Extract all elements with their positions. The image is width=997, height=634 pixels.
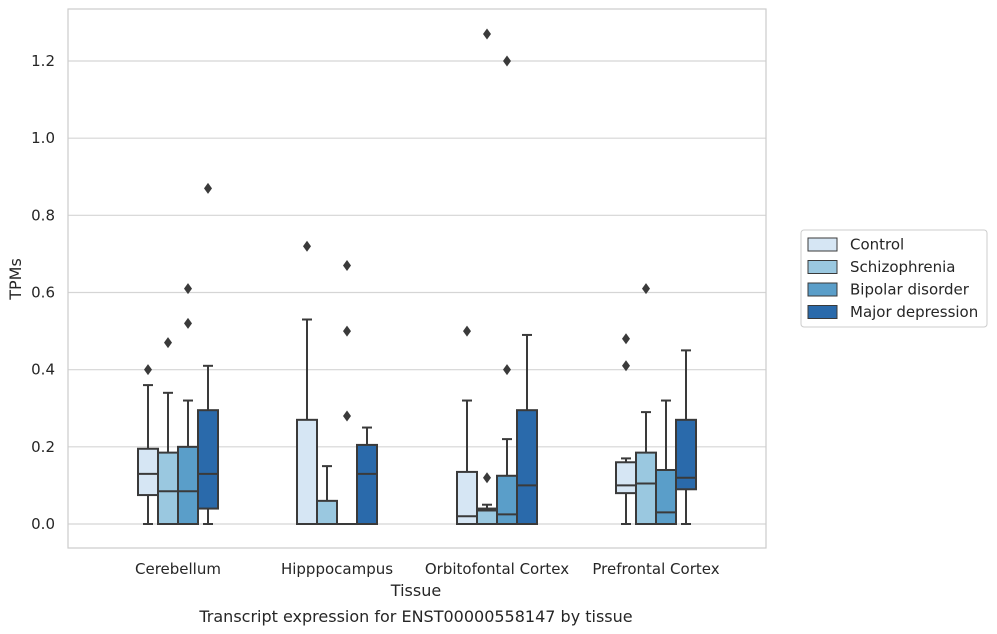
outlier-point (622, 360, 630, 372)
box-bipolar-disorder (655, 399, 677, 526)
x-axis-ticks: Cerebellum Hipppocampus Orbitofontal Corte… (135, 560, 720, 578)
legend-label: Bipolar disorder (850, 281, 970, 299)
y-tick-label: 0.8 (31, 206, 55, 224)
box-major-depression (675, 349, 697, 525)
box-control (456, 325, 478, 526)
box-control (615, 333, 637, 525)
box-schizophrenia (157, 337, 179, 525)
outlier-point (184, 317, 192, 329)
box-schizophrenia (316, 465, 338, 526)
legend-swatch (807, 305, 838, 319)
box-body (456, 470, 478, 526)
y-axis-label: TPMs (6, 258, 25, 301)
box-major-depression (197, 182, 219, 525)
x-tick-label: Orbitofontal Cortex (425, 560, 569, 578)
x-tick-label: Prefrontal Cortex (592, 560, 719, 578)
box-body (615, 461, 637, 495)
y-tick-label: 0.2 (31, 438, 55, 456)
outlier-point (463, 325, 471, 337)
y-tick-label: 0.6 (31, 284, 55, 302)
outlier-point (343, 410, 351, 422)
legend-swatch (807, 237, 838, 252)
outlier-point (622, 333, 630, 345)
legend-label: Control (850, 236, 904, 254)
y-tick-label: 1.0 (31, 129, 55, 147)
box-control (137, 364, 159, 525)
y-tick-label: 0.0 (31, 515, 55, 533)
box-schizophrenia (635, 283, 657, 525)
plot-frame (67, 8, 767, 549)
chart-caption: Transcript expression for ENST0000055814… (198, 607, 632, 626)
outlier-point (303, 240, 311, 252)
box-body (655, 468, 677, 526)
box-bipolar-disorder (496, 55, 518, 526)
legend: Control Schizophrenia Bipolar disorder Majo… (800, 229, 988, 328)
box-bipolar-disorder (336, 259, 358, 526)
outlier-point (184, 283, 192, 295)
x-tick-label: Cerebellum (135, 560, 221, 578)
box-control (296, 240, 318, 526)
legend-swatch (807, 260, 838, 274)
x-tick-label: Hipppocampus (281, 560, 393, 578)
box-major-depression (516, 333, 538, 525)
legend-label: Major depression (850, 303, 978, 321)
outlier-point (204, 182, 212, 194)
outlier-point (642, 283, 650, 295)
outlier-point (343, 325, 351, 337)
box-body (635, 451, 657, 525)
y-axis-ticks: 0.0 0.2 0.4 0.6 0.8 1.0 1.2 (31, 52, 55, 533)
x-axis-label: Tissue (390, 581, 441, 600)
box-body (157, 451, 179, 525)
box-schizophrenia (476, 28, 498, 526)
legend-label: Schizophrenia (850, 258, 955, 276)
outlier-point (503, 364, 511, 376)
box-bipolar-disorder (177, 283, 199, 526)
plot-area (137, 28, 697, 526)
legend-frame (800, 229, 988, 328)
box-body (177, 445, 199, 526)
box-body (296, 418, 318, 526)
outlier-point (343, 259, 351, 271)
box-body (197, 409, 219, 510)
outlier-point (483, 472, 491, 484)
box-body (516, 409, 538, 525)
outlier-point (164, 337, 172, 349)
y-tick-label: 0.4 (31, 361, 55, 379)
box-body (316, 499, 338, 526)
outlier-point (144, 364, 152, 376)
outlier-point (483, 28, 491, 40)
box-major-depression (356, 426, 378, 526)
outlier-point (503, 55, 511, 67)
box-body (675, 418, 697, 491)
box-body (496, 474, 518, 526)
legend-swatch (807, 282, 838, 297)
box-body (137, 447, 159, 497)
y-tick-label: 1.2 (31, 52, 55, 70)
box-body (356, 443, 378, 526)
